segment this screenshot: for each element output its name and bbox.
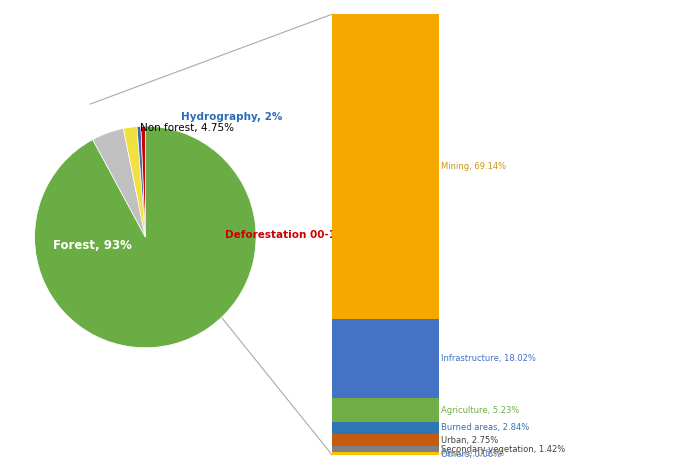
Text: Forest, 93%: Forest, 93% xyxy=(53,239,131,252)
Text: Secondary vegetation, 1.42%: Secondary vegetation, 1.42% xyxy=(441,445,566,454)
Text: Mining, 69.14%: Mining, 69.14% xyxy=(441,162,507,171)
Text: Others, 0.06%: Others, 0.06% xyxy=(441,450,502,459)
Wedge shape xyxy=(123,127,145,237)
Wedge shape xyxy=(35,126,256,348)
Bar xyxy=(332,14,439,319)
Text: Deforestation 00-17, 0.64%: Deforestation 00-17, 0.64% xyxy=(225,230,388,240)
Bar xyxy=(332,399,439,421)
Bar xyxy=(332,446,439,453)
Wedge shape xyxy=(93,128,145,237)
Text: Agriculture, 5.23%: Agriculture, 5.23% xyxy=(441,405,520,414)
Wedge shape xyxy=(141,126,145,237)
Bar xyxy=(332,421,439,434)
Text: Burned areas, 2.84%: Burned areas, 2.84% xyxy=(441,423,530,432)
Text: Pasture, 0.53%: Pasture, 0.53% xyxy=(441,449,504,458)
Bar xyxy=(332,453,439,455)
Bar xyxy=(332,434,439,446)
Text: Non forest, 4.75%: Non forest, 4.75% xyxy=(140,124,234,134)
Bar xyxy=(332,319,439,399)
Text: Infrastructure, 18.02%: Infrastructure, 18.02% xyxy=(441,354,536,363)
Text: Urban, 2.75%: Urban, 2.75% xyxy=(441,436,499,445)
Wedge shape xyxy=(137,127,145,237)
Text: Hydrography, 2%: Hydrography, 2% xyxy=(181,112,282,122)
